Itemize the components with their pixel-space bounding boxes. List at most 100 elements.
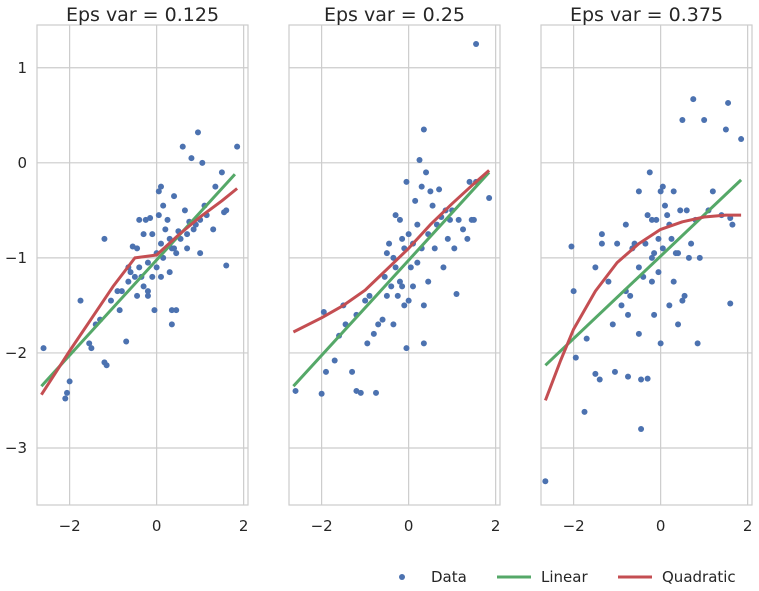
data-point: [181, 207, 188, 214]
data-point: [436, 186, 443, 193]
data-point: [160, 202, 167, 209]
panel-title: Eps var = 0.125: [66, 4, 219, 26]
data-point: [164, 216, 171, 223]
data-point: [420, 340, 427, 347]
data-point: [609, 321, 616, 328]
data-point: [470, 216, 477, 223]
panel-title: Eps var = 0.375: [570, 4, 723, 26]
data-point: [423, 169, 430, 176]
legend-label-quadratic: Quadratic: [662, 568, 736, 586]
data-point: [670, 278, 677, 285]
data-point: [696, 254, 703, 261]
data-point: [125, 278, 132, 285]
data-point: [379, 316, 386, 323]
y-tick-label: 1: [17, 59, 27, 77]
data-point: [444, 235, 451, 242]
data-point: [701, 117, 708, 124]
data-point: [64, 389, 71, 396]
data-point: [655, 235, 662, 242]
legend-label-data: Data: [431, 568, 467, 586]
data-point: [292, 387, 299, 394]
data-point: [162, 226, 169, 233]
data-point: [331, 357, 338, 364]
data-point: [581, 408, 588, 415]
data-point: [653, 216, 660, 223]
data-point: [425, 278, 432, 285]
data-point: [635, 330, 642, 337]
data-point: [677, 207, 684, 214]
data-point: [405, 297, 412, 304]
data-point: [388, 283, 395, 290]
data-point: [210, 226, 217, 233]
data-point: [157, 273, 164, 280]
data-point: [659, 183, 666, 190]
data-point: [396, 278, 403, 285]
data-point: [144, 288, 151, 295]
data-point: [644, 212, 651, 219]
data-point: [171, 245, 178, 252]
data-point: [370, 330, 377, 337]
data-point: [155, 212, 162, 219]
data-point: [173, 250, 180, 257]
x-tick-label: 2: [491, 517, 501, 535]
data-point: [664, 212, 671, 219]
data-point: [88, 345, 95, 352]
data-point: [648, 216, 655, 223]
data-point: [690, 96, 697, 103]
data-point: [722, 126, 729, 133]
data-point: [570, 288, 577, 295]
data-point: [77, 297, 84, 304]
data-point: [114, 288, 121, 295]
data-point: [134, 292, 141, 299]
data-point: [194, 129, 201, 136]
data-point: [618, 302, 625, 309]
data-point: [596, 376, 603, 383]
data-point: [657, 340, 664, 347]
data-point: [666, 302, 673, 309]
data-point: [140, 231, 147, 238]
data-point: [171, 193, 178, 200]
data-point: [420, 126, 427, 133]
data-point: [184, 245, 191, 252]
data-point: [409, 283, 416, 290]
data-point: [416, 156, 423, 163]
data-point: [131, 273, 138, 280]
data-point: [362, 297, 369, 304]
data-point: [407, 264, 414, 271]
data-point: [392, 264, 399, 271]
series-line-linear: [544, 178, 743, 367]
series-line-linear: [292, 171, 491, 388]
y-tick-label: −2: [5, 344, 27, 362]
panel-2: Eps var = 0.25 −2 0 2: [288, 4, 501, 535]
data-point: [642, 240, 649, 247]
data-point: [659, 245, 666, 252]
plot-frame: [540, 24, 753, 506]
data-point: [598, 240, 605, 247]
legend-label-linear: Linear: [541, 568, 588, 586]
data-point: [168, 321, 175, 328]
data-point: [357, 389, 364, 396]
data-point: [223, 262, 230, 269]
series-line-linear: [40, 173, 237, 388]
data-point: [414, 221, 421, 228]
data-point: [218, 169, 225, 176]
x-tick-label: −2: [311, 517, 333, 535]
data-point: [679, 297, 686, 304]
data-point: [648, 254, 655, 261]
data-point: [466, 178, 473, 185]
data-point: [627, 292, 634, 299]
data-point: [405, 231, 412, 238]
x-tick-label: −2: [59, 517, 81, 535]
data-point: [62, 395, 69, 402]
data-point: [390, 321, 397, 328]
data-point: [651, 311, 658, 318]
data-point: [179, 143, 186, 150]
data-point: [725, 99, 732, 106]
legend: Data Linear Quadratic: [399, 568, 736, 586]
series-line-quadratic: [543, 213, 742, 401]
data-point: [431, 245, 438, 252]
panel-title: Eps var = 0.25: [324, 4, 465, 26]
data-point: [234, 143, 241, 150]
data-point: [392, 212, 399, 219]
